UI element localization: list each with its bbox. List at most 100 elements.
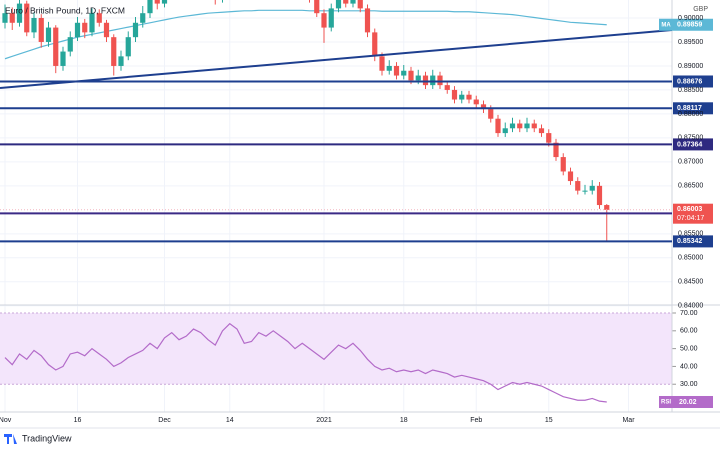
x-tick-label: 16 <box>74 417 82 424</box>
x-tick-label: 14 <box>226 417 234 424</box>
candle-body <box>604 205 610 210</box>
candle-body <box>401 70 407 76</box>
candle-body <box>132 22 139 38</box>
last-price-bg <box>673 203 713 224</box>
candle-body <box>67 37 73 52</box>
candle-body <box>567 171 574 182</box>
candle-body <box>560 157 566 172</box>
candle-body <box>422 75 429 86</box>
y-tick-label: 0.87000 <box>678 159 703 166</box>
candle-body <box>538 128 545 134</box>
candle-body <box>111 37 117 66</box>
candle-body <box>82 22 88 33</box>
candle-body <box>459 94 465 100</box>
rsi-value: 20.02 <box>679 399 697 406</box>
rsi-line <box>4 322 607 403</box>
x-tick-label: 15 <box>545 417 553 424</box>
candle-body <box>328 8 334 28</box>
y-tick-label: 0.88500 <box>678 87 703 94</box>
candle-body <box>473 99 479 105</box>
rsi-tick-label: 50.00 <box>680 345 698 352</box>
candle-body <box>9 13 15 23</box>
candle-body <box>96 13 102 23</box>
candle-body <box>364 8 371 33</box>
rsi-tick-label: 30.00 <box>680 381 698 388</box>
candle-body <box>343 0 349 4</box>
rsi-tick-label: 60.00 <box>680 328 698 335</box>
candle-body <box>379 56 385 71</box>
rsi-tag-bg <box>659 395 673 408</box>
candle-body <box>372 32 378 57</box>
candle-body <box>444 85 450 90</box>
candle-body <box>125 37 131 57</box>
last-price-label: 0.86003 <box>677 206 702 213</box>
candle-body <box>531 123 537 129</box>
trendline <box>0 29 673 89</box>
y-tick-label: 0.89500 <box>678 39 703 46</box>
x-tick-label: 18 <box>400 417 408 424</box>
x-tick-label: Nov <box>0 417 12 424</box>
rsi-tick-label: 40.00 <box>680 363 698 370</box>
candle-body <box>553 142 559 158</box>
candle-body <box>147 0 153 14</box>
x-tick-label: 2021 <box>316 417 332 424</box>
candle-body <box>575 181 581 191</box>
candle-body <box>74 22 81 38</box>
candle-body <box>103 22 110 38</box>
candle-body <box>495 118 501 134</box>
candle-body <box>596 185 603 206</box>
level-label-bg <box>673 138 713 151</box>
candle-body <box>430 75 436 86</box>
rsi-band <box>0 313 672 385</box>
ma-value: 0.89859 <box>677 22 702 29</box>
level-label-bg <box>673 102 713 115</box>
level-label: 0.85342 <box>677 238 702 245</box>
grid <box>0 0 676 412</box>
level-label: 0.88676 <box>677 78 702 85</box>
candle-body <box>38 17 44 42</box>
candle-body <box>161 0 168 4</box>
candle-body <box>509 123 516 129</box>
ma-tag: MA <box>661 22 671 28</box>
candle-body <box>321 13 327 28</box>
price-pane <box>2 0 610 242</box>
candle-body <box>524 123 530 129</box>
level-label: 0.87364 <box>677 141 702 148</box>
ma-tag-bg <box>659 18 673 31</box>
candle-body <box>480 104 487 110</box>
candle-body <box>16 3 23 23</box>
candle-body <box>335 0 342 9</box>
level-label: 0.88117 <box>677 105 702 112</box>
candle-body <box>466 94 472 100</box>
brand: TradingView <box>22 433 72 443</box>
candle-body <box>24 3 30 33</box>
candle-body <box>408 70 414 81</box>
rsi-value-bg <box>673 395 713 408</box>
candle-body <box>451 89 458 100</box>
y-tick-label: 0.84500 <box>678 279 703 286</box>
chart-title: Euro / British Pound, 1D, FXCM <box>5 5 125 15</box>
x-tick-label: Dec <box>158 417 171 424</box>
countdown: 07:04:17 <box>677 215 704 222</box>
candle-body <box>546 133 552 143</box>
y-tick-label: 0.87500 <box>678 135 703 142</box>
candle-body <box>357 0 363 9</box>
ma-value-bg <box>673 18 713 31</box>
candle-body <box>386 65 392 71</box>
candle-body <box>154 0 160 4</box>
candle-body <box>45 27 52 42</box>
candle-body <box>31 17 37 33</box>
candle-body <box>140 13 146 23</box>
brand-logo <box>4 434 17 444</box>
candle-body <box>415 75 421 81</box>
x-tick-label: Mar <box>622 417 635 424</box>
candle-body <box>517 123 523 129</box>
candle-body <box>118 56 124 66</box>
candle-body <box>60 51 66 66</box>
candle-body <box>502 128 508 134</box>
y-tick-label: 0.86500 <box>678 183 703 190</box>
candle-body <box>89 13 95 33</box>
level-label-bg <box>673 235 713 248</box>
level-label-bg <box>673 75 713 88</box>
